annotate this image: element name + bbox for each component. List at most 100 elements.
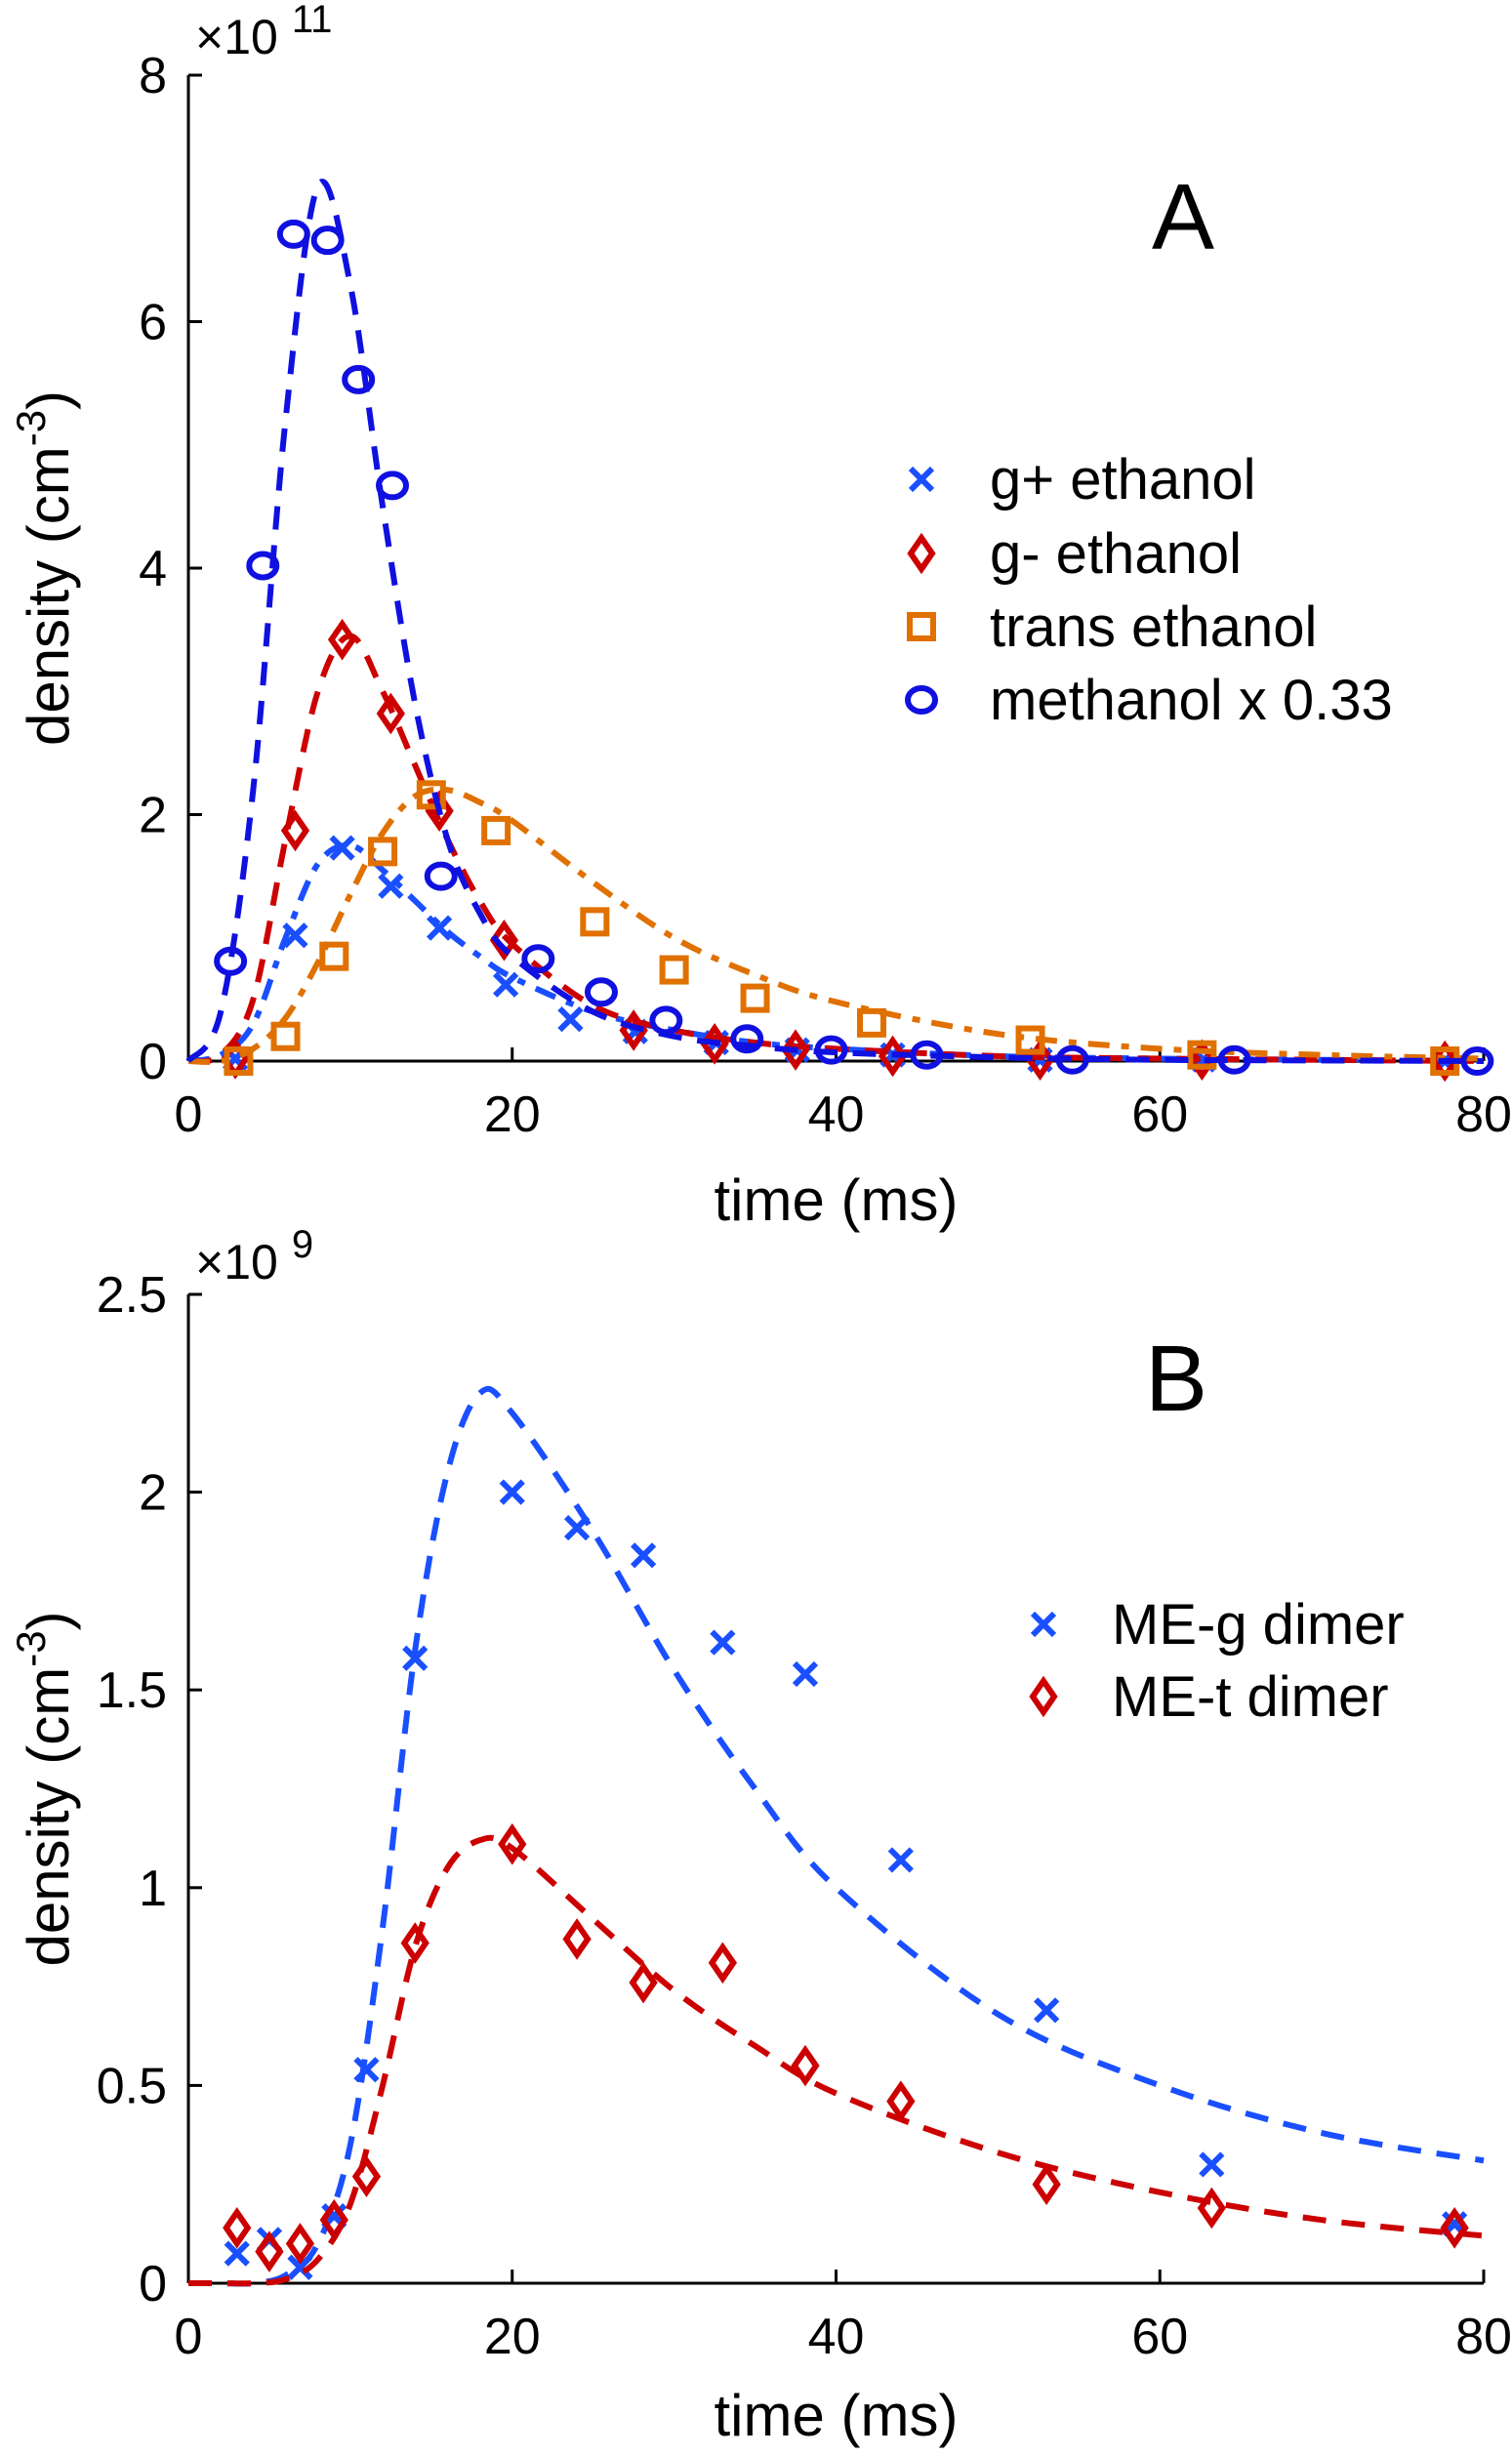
data-point <box>557 1005 584 1033</box>
data-point <box>630 1542 657 1569</box>
panel-a: 0 20 40 60 80 0 2 4 6 8 ×10 11 time (ms) density (cm-… <box>8 0 1512 1233</box>
data-point <box>400 1922 429 1964</box>
data-point <box>1032 2163 1061 2205</box>
legend-label: ME-t dimer <box>1112 1665 1389 1729</box>
x-tick-label: 80 <box>1455 1086 1512 1143</box>
data-point <box>376 471 410 501</box>
series-trans-ethanol: trans ethanol <box>187 595 1485 1076</box>
data-point <box>402 1645 429 1671</box>
x-tick-label: 20 <box>484 1086 541 1143</box>
data-point <box>740 983 770 1013</box>
data-point <box>424 861 458 891</box>
legend-marker <box>905 685 938 715</box>
x-tick-label: 60 <box>1131 2309 1188 2365</box>
fit-curve <box>187 786 1485 1065</box>
data-point <box>1034 1997 1060 2024</box>
panel-label: B <box>1145 1327 1207 1431</box>
data-point <box>730 1024 764 1054</box>
data-point <box>659 955 689 985</box>
data-point <box>887 1847 914 1873</box>
series-g-ethanol: g+ ethanol <box>187 448 1485 1075</box>
data-point <box>791 2044 820 2087</box>
data-point <box>270 1021 301 1051</box>
y-tick-label: 8 <box>139 48 167 104</box>
data-point <box>700 1023 729 1065</box>
legend-label: g+ ethanol <box>990 448 1256 512</box>
data-point <box>255 2231 284 2272</box>
y-tick-label: 2.5 <box>97 1267 167 1324</box>
data-point <box>1055 1044 1089 1075</box>
fit-curve <box>187 1385 1485 2287</box>
fit-curve <box>185 179 1485 1064</box>
data-point <box>1187 1040 1217 1070</box>
fit-curve <box>187 633 1485 1065</box>
data-point <box>1197 2187 1226 2230</box>
panel-b: 0 20 40 60 80 0 0.5 1 1.5 2 2.5 ×10 9 time (ms) densit… <box>8 1223 1512 2448</box>
data-point <box>1199 2151 1225 2178</box>
data-point <box>781 1029 810 1071</box>
data-point <box>878 1035 908 1078</box>
x-tick-label: 40 <box>808 2309 865 2365</box>
data-point <box>792 1660 819 1688</box>
y-tick-label: 0 <box>139 2256 167 2313</box>
legend-marker <box>907 532 936 575</box>
data-point <box>1015 1025 1045 1055</box>
data-point <box>342 364 376 394</box>
legend-marker <box>908 466 935 493</box>
data-point <box>416 780 446 810</box>
y-tick-label: 1 <box>139 1861 167 1917</box>
y-tick-label: 2 <box>139 1465 167 1522</box>
data-point <box>353 2057 380 2083</box>
data-point <box>378 873 404 899</box>
data-point <box>629 1961 658 2004</box>
x-axis-label: time (ms) <box>715 2383 959 2448</box>
series-me-g-dimer: ME-g dimer <box>187 1385 1485 2287</box>
data-point <box>489 919 519 962</box>
data-point <box>649 1005 683 1036</box>
data-point <box>285 2223 315 2265</box>
series-g-ethanol: g- ethanol <box>187 522 1485 1083</box>
data-point <box>319 2198 348 2241</box>
data-point <box>224 1046 254 1076</box>
data-point <box>492 971 519 998</box>
data-point <box>351 2155 382 2197</box>
y-tick-label: 0 <box>139 1034 167 1090</box>
data-point <box>814 1035 848 1065</box>
series-me-t-dimer: ME-t dimer <box>187 1665 1485 2287</box>
legend-label: methanol x 0.33 <box>990 669 1393 732</box>
data-point <box>280 809 310 852</box>
data-point <box>710 1629 736 1656</box>
y-axis-label: density (cm-3) <box>8 390 81 746</box>
x-tick-label: 0 <box>175 2309 203 2365</box>
data-point <box>376 692 405 735</box>
data-point <box>310 225 345 256</box>
y-multiplier: ×10 9 <box>195 1223 313 1289</box>
x-tick-label: 20 <box>484 2309 541 2365</box>
y-tick-label: 1.5 <box>97 1662 167 1719</box>
data-point <box>856 1007 886 1038</box>
data-point <box>580 907 610 937</box>
data-point <box>562 1918 592 1960</box>
data-point <box>563 1514 591 1541</box>
data-point <box>327 618 357 661</box>
data-point <box>584 977 618 1007</box>
data-point <box>498 1822 527 1865</box>
legend-marker <box>1029 1675 1058 1718</box>
legend-marker <box>1030 1611 1057 1638</box>
x-axis-label: time (ms) <box>715 1167 959 1233</box>
legend-label: trans ethanol <box>990 595 1317 659</box>
y-axis-label: density (cm-3) <box>8 1611 81 1966</box>
fit-curve <box>187 1834 1485 2287</box>
data-point <box>329 835 355 861</box>
data-point <box>287 2254 313 2280</box>
y-tick-label: 4 <box>139 541 167 597</box>
data-point <box>521 944 555 974</box>
x-tick-label: 40 <box>808 1086 865 1143</box>
data-point <box>481 815 511 845</box>
x-tick-label: 0 <box>175 1086 203 1143</box>
data-point <box>223 2206 252 2249</box>
data-point <box>368 837 398 867</box>
data-point <box>708 1942 738 1985</box>
data-point <box>214 946 248 976</box>
